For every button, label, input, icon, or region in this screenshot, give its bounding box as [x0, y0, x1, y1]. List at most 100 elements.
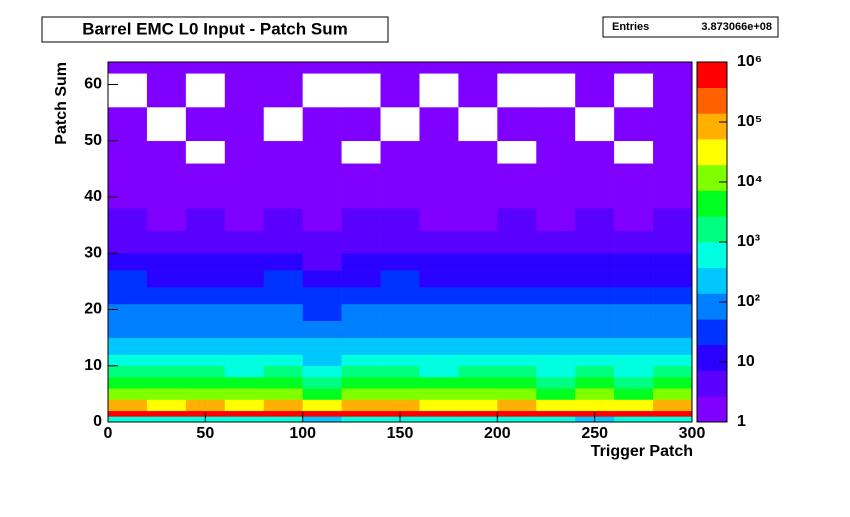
cell — [458, 73, 498, 108]
cell — [614, 354, 654, 367]
cell — [614, 270, 654, 288]
cell — [263, 163, 303, 187]
cell — [185, 365, 226, 378]
cell — [224, 287, 265, 305]
cell — [302, 208, 342, 232]
cell — [380, 185, 420, 209]
colorbar-band — [697, 267, 727, 294]
cell — [302, 107, 342, 142]
cell — [341, 270, 381, 288]
y-tick-label: 0 — [93, 413, 102, 430]
cell — [380, 253, 420, 271]
cell — [614, 303, 654, 322]
cell — [380, 140, 420, 164]
x-tick-label: 100 — [289, 425, 316, 442]
cell — [108, 270, 148, 288]
cell — [536, 253, 576, 271]
cell — [263, 140, 303, 164]
cell — [302, 62, 342, 74]
cell — [263, 354, 303, 367]
cell — [497, 410, 537, 417]
colorbar-band — [697, 396, 727, 423]
cell — [458, 163, 498, 187]
cell — [536, 365, 576, 378]
cell — [185, 185, 226, 209]
cell — [108, 399, 148, 412]
cell — [341, 73, 381, 108]
cell — [341, 365, 381, 378]
cell — [458, 337, 498, 355]
cell — [224, 140, 265, 164]
cell — [575, 230, 615, 254]
cell — [380, 399, 420, 412]
cell — [146, 253, 187, 271]
cell — [536, 337, 576, 355]
cell — [263, 410, 303, 417]
cell — [497, 163, 537, 187]
cell — [380, 73, 420, 108]
cell — [146, 365, 187, 378]
cell — [497, 140, 537, 164]
cell — [224, 410, 265, 417]
cell — [185, 270, 226, 288]
x-tick-label: 50 — [196, 425, 214, 442]
cell — [536, 416, 576, 423]
cell — [263, 388, 303, 400]
cell — [614, 107, 654, 142]
cell — [224, 208, 265, 232]
cell — [146, 73, 187, 108]
cell — [380, 270, 420, 288]
cell — [263, 230, 303, 254]
cell — [575, 377, 615, 389]
cell — [419, 303, 459, 322]
cell — [380, 365, 420, 378]
y-tick-label: 30 — [84, 244, 102, 261]
cell — [497, 354, 537, 367]
y-tick-label: 60 — [84, 76, 102, 93]
cell — [108, 303, 148, 322]
cell — [614, 185, 654, 209]
cell — [575, 399, 615, 412]
cell — [497, 365, 537, 378]
cell — [108, 253, 148, 271]
cell — [653, 287, 693, 305]
cell — [302, 73, 342, 108]
cell — [536, 377, 576, 389]
cell — [536, 410, 576, 417]
cell — [341, 62, 381, 74]
cell — [575, 107, 615, 142]
cell — [653, 208, 693, 232]
colorbar-tick-label: 10⁴ — [737, 173, 763, 190]
cell — [302, 230, 342, 254]
cell — [341, 303, 381, 322]
cell — [536, 388, 576, 400]
cell — [575, 62, 615, 74]
colorbar-band — [697, 293, 727, 320]
cell — [458, 354, 498, 367]
cell — [458, 287, 498, 305]
cell — [419, 140, 459, 164]
cell — [341, 410, 381, 417]
cell — [614, 388, 654, 400]
cell — [575, 303, 615, 322]
cell — [575, 208, 615, 232]
cell — [653, 62, 693, 74]
cell — [497, 320, 537, 338]
cell — [536, 354, 576, 367]
cell — [458, 107, 498, 142]
cell — [497, 399, 537, 412]
stats-box — [602, 16, 779, 38]
y-axis-title: Patch Sum — [53, 62, 70, 145]
cell — [146, 410, 187, 417]
colorbar-tick-label: 10⁶ — [737, 53, 762, 70]
cell — [614, 377, 654, 389]
cell — [419, 107, 459, 142]
cell — [419, 73, 459, 108]
cell — [380, 320, 420, 338]
cell — [263, 253, 303, 271]
cell — [108, 365, 148, 378]
x-tick-label: 0 — [104, 425, 113, 442]
cell — [614, 399, 654, 412]
cell — [614, 62, 654, 74]
cell — [146, 230, 187, 254]
